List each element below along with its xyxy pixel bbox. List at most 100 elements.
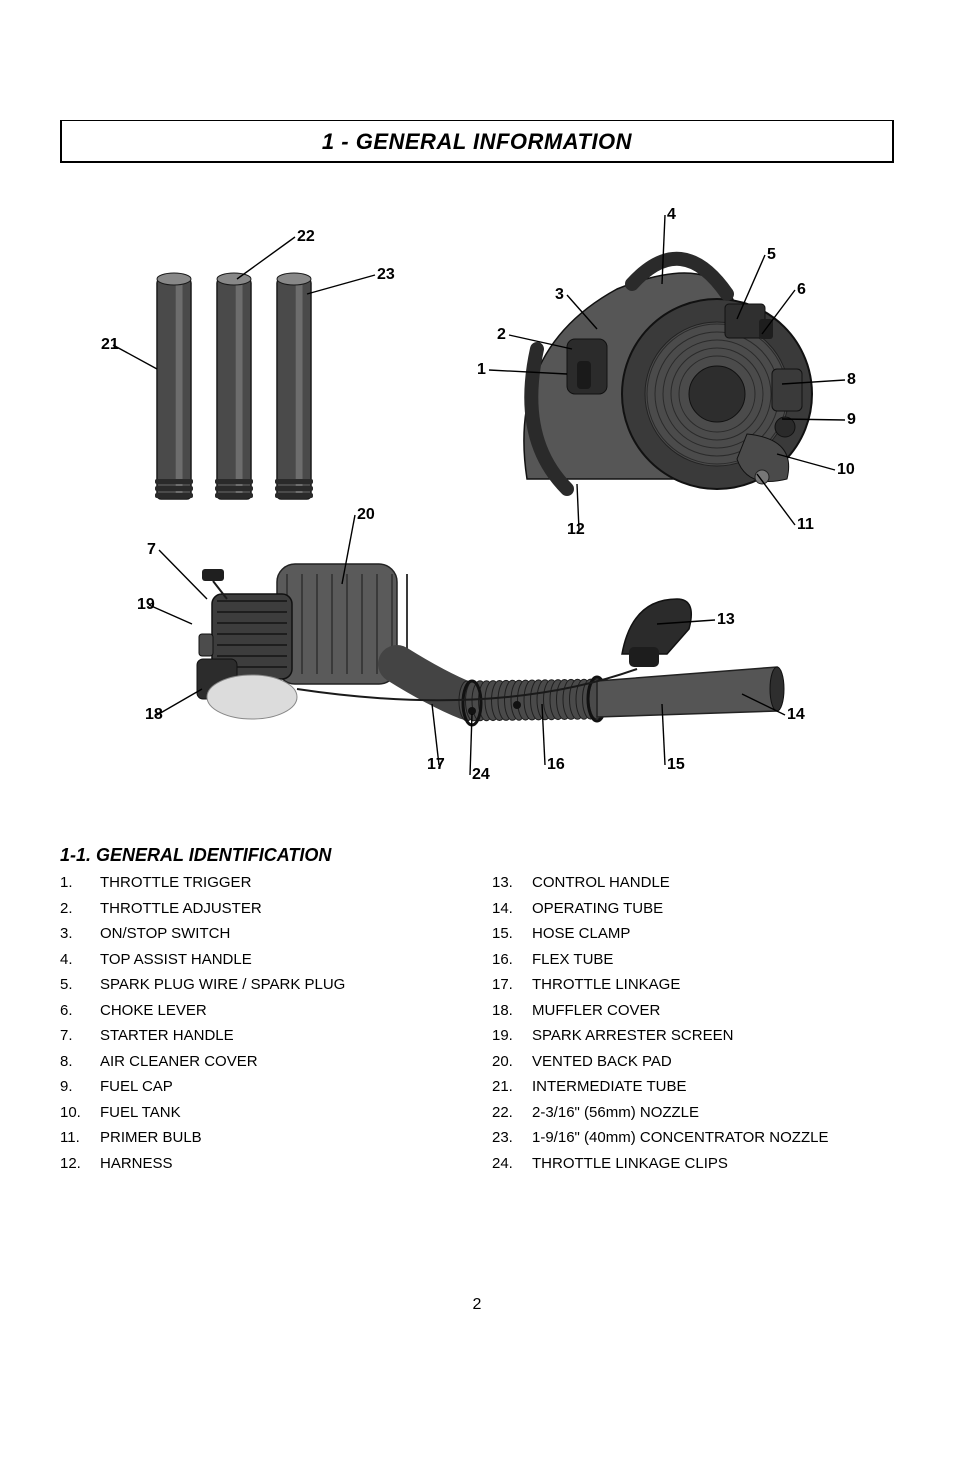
parts-item-number: 13.: [492, 870, 532, 896]
manual-page: 1 - GENERAL INFORMATION 2122234563218910…: [0, 0, 954, 1364]
svg-text:22: 22: [297, 228, 315, 245]
parts-item-text: CHOKE LEVER: [100, 998, 207, 1024]
parts-item-text: 2-3/16" (56mm) NOZZLE: [532, 1100, 699, 1126]
parts-item-number: 23.: [492, 1125, 532, 1151]
parts-item-text: FUEL CAP: [100, 1074, 173, 1100]
parts-list-item: 9.FUEL CAP: [60, 1074, 462, 1100]
parts-item-text: SPARK PLUG WIRE / SPARK PLUG: [100, 972, 345, 998]
page-number: 2: [60, 1296, 894, 1314]
parts-item-text: THROTTLE TRIGGER: [100, 870, 251, 896]
parts-item-number: 8.: [60, 1049, 100, 1075]
parts-list-item: 14.OPERATING TUBE: [492, 896, 894, 922]
svg-text:18: 18: [145, 706, 163, 723]
parts-list-item: 6.CHOKE LEVER: [60, 998, 462, 1024]
svg-text:11: 11: [797, 516, 814, 533]
parts-item-number: 5.: [60, 972, 100, 998]
parts-item-number: 10.: [60, 1100, 100, 1126]
parts-item-text: VENTED BACK PAD: [532, 1049, 672, 1075]
parts-list-item: 23.1-9/16" (40mm) CONCENTRATOR NOZZLE: [492, 1125, 894, 1151]
parts-item-number: 15.: [492, 921, 532, 947]
parts-item-text: 1-9/16" (40mm) CONCENTRATOR NOZZLE: [532, 1125, 828, 1151]
parts-list-item: 22.2-3/16" (56mm) NOZZLE: [492, 1100, 894, 1126]
parts-diagram: 212223456321891011127191820131415161724: [77, 199, 877, 809]
svg-text:21: 21: [101, 336, 119, 353]
svg-text:9: 9: [847, 411, 856, 428]
parts-item-number: 24.: [492, 1151, 532, 1177]
parts-list-right: 13.CONTROL HANDLE14.OPERATING TUBE15.HOS…: [492, 870, 894, 1176]
parts-item-text: THROTTLE ADJUSTER: [100, 896, 262, 922]
parts-list-columns: 1.THROTTLE TRIGGER2.THROTTLE ADJUSTER3.O…: [60, 870, 894, 1176]
parts-item-text: THROTTLE LINKAGE CLIPS: [532, 1151, 728, 1177]
parts-item-number: 2.: [60, 896, 100, 922]
parts-item-number: 17.: [492, 972, 532, 998]
svg-text:2: 2: [497, 326, 506, 343]
parts-list-item: 16.FLEX TUBE: [492, 947, 894, 973]
parts-list-item: 12.HARNESS: [60, 1151, 462, 1177]
parts-item-number: 3.: [60, 921, 100, 947]
parts-list-item: 13.CONTROL HANDLE: [492, 870, 894, 896]
section-title: 1 - GENERAL INFORMATION: [322, 129, 632, 154]
parts-item-text: TOP ASSIST HANDLE: [100, 947, 252, 973]
svg-text:3: 3: [555, 286, 564, 303]
svg-text:8: 8: [847, 371, 856, 388]
parts-item-text: MUFFLER COVER: [532, 998, 660, 1024]
parts-list-item: 2.THROTTLE ADJUSTER: [60, 896, 462, 922]
svg-text:10: 10: [837, 461, 855, 478]
parts-item-text: CONTROL HANDLE: [532, 870, 670, 896]
svg-text:4: 4: [667, 206, 676, 223]
parts-item-text: INTERMEDIATE TUBE: [532, 1074, 686, 1100]
parts-item-number: 9.: [60, 1074, 100, 1100]
svg-text:7: 7: [147, 541, 156, 558]
svg-text:24: 24: [472, 766, 490, 783]
parts-list-item: 10.FUEL TANK: [60, 1100, 462, 1126]
parts-list-item: 4.TOP ASSIST HANDLE: [60, 947, 462, 973]
parts-item-number: 16.: [492, 947, 532, 973]
parts-item-number: 1.: [60, 870, 100, 896]
parts-item-number: 18.: [492, 998, 532, 1024]
parts-list-left: 1.THROTTLE TRIGGER2.THROTTLE ADJUSTER3.O…: [60, 870, 462, 1176]
svg-text:23: 23: [377, 266, 395, 283]
parts-item-text: STARTER HANDLE: [100, 1023, 234, 1049]
svg-text:5: 5: [767, 246, 776, 263]
parts-item-text: PRIMER BULB: [100, 1125, 202, 1151]
parts-item-number: 4.: [60, 947, 100, 973]
parts-item-text: ON/STOP SWITCH: [100, 921, 230, 947]
parts-list-item: 19.SPARK ARRESTER SCREEN: [492, 1023, 894, 1049]
parts-item-number: 21.: [492, 1074, 532, 1100]
svg-text:1: 1: [477, 361, 486, 378]
parts-list-item: 3.ON/STOP SWITCH: [60, 921, 462, 947]
parts-item-number: 14.: [492, 896, 532, 922]
parts-item-number: 12.: [60, 1151, 100, 1177]
svg-text:12: 12: [567, 521, 585, 538]
parts-item-number: 11.: [60, 1125, 100, 1151]
parts-item-text: OPERATING TUBE: [532, 896, 663, 922]
parts-list-item: 1.THROTTLE TRIGGER: [60, 870, 462, 896]
parts-item-number: 20.: [492, 1049, 532, 1075]
parts-item-number: 6.: [60, 998, 100, 1024]
parts-list-item: 20.VENTED BACK PAD: [492, 1049, 894, 1075]
svg-text:16: 16: [547, 756, 565, 773]
parts-item-text: THROTTLE LINKAGE: [532, 972, 680, 998]
parts-item-text: HARNESS: [100, 1151, 173, 1177]
parts-list-item: 17.THROTTLE LINKAGE: [492, 972, 894, 998]
svg-text:17: 17: [427, 756, 445, 773]
parts-item-text: AIR CLEANER COVER: [100, 1049, 258, 1075]
parts-item-number: 22.: [492, 1100, 532, 1126]
parts-list-item: 15.HOSE CLAMP: [492, 921, 894, 947]
parts-list-item: 21.INTERMEDIATE TUBE: [492, 1074, 894, 1100]
parts-item-text: SPARK ARRESTER SCREEN: [532, 1023, 733, 1049]
svg-text:13: 13: [717, 611, 735, 628]
svg-text:19: 19: [137, 596, 155, 613]
parts-item-number: 19.: [492, 1023, 532, 1049]
svg-text:15: 15: [667, 756, 685, 773]
parts-item-text: HOSE CLAMP: [532, 921, 630, 947]
parts-item-text: FUEL TANK: [100, 1100, 181, 1126]
parts-list-item: 7.STARTER HANDLE: [60, 1023, 462, 1049]
svg-text:14: 14: [787, 706, 805, 723]
section-title-box: 1 - GENERAL INFORMATION: [60, 120, 894, 163]
parts-list-item: 18.MUFFLER COVER: [492, 998, 894, 1024]
subsection-title: 1-1. GENERAL IDENTIFICATION: [60, 845, 894, 866]
parts-list-item: 8.AIR CLEANER COVER: [60, 1049, 462, 1075]
diagram-area: 212223456321891011127191820131415161724: [60, 199, 894, 809]
parts-item-text: FLEX TUBE: [532, 947, 613, 973]
